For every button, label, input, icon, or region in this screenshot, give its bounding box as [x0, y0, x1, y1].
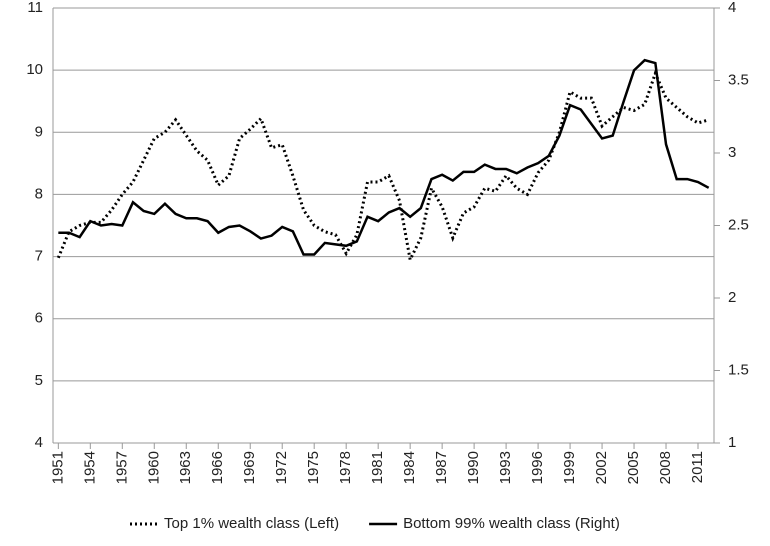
x-tick-label: 2002 [593, 451, 610, 484]
y-tick-label: 8 [35, 185, 43, 202]
y2-tick-label: 1.5 [728, 361, 749, 378]
legend-label: Bottom 99% wealth class (Right) [403, 515, 620, 532]
y-tick-label: 11 [27, 0, 43, 16]
x-tick-label: 1963 [177, 451, 194, 484]
y2-tick-label: 2 [728, 289, 736, 306]
y-tick-label: 4 [35, 434, 43, 451]
x-tick-label: 2011 [689, 451, 706, 483]
y-tick-label: 9 [35, 123, 43, 140]
y2-tick-label: 3.5 [728, 71, 749, 88]
y2-tick-label: 4 [728, 0, 736, 16]
x-tick-label: 1954 [81, 451, 98, 484]
x-tick-label: 1969 [241, 451, 258, 484]
x-tick-label: 1990 [465, 451, 482, 484]
x-tick-label: 1960 [145, 451, 162, 484]
x-tick-label: 2008 [657, 451, 674, 484]
x-tick-label: 1984 [401, 451, 418, 484]
y2-tick-label: 1 [728, 434, 736, 451]
x-tick-label: 1975 [305, 451, 322, 484]
x-tick-label: 1966 [209, 451, 226, 484]
x-tick-label: 1972 [273, 451, 290, 484]
y2-tick-label: 2.5 [728, 216, 749, 233]
x-tick-label: 1993 [497, 451, 514, 484]
x-tick-label: 1987 [433, 451, 450, 484]
y-tick-label: 6 [35, 310, 43, 327]
x-tick-label: 1951 [49, 451, 66, 484]
x-tick-label: 1996 [529, 451, 546, 484]
series-line [58, 58, 710, 256]
legend-label: Top 1% wealth class (Left) [164, 515, 339, 532]
y2-tick-label: 3 [728, 144, 736, 161]
y-tick-label: 5 [35, 372, 43, 389]
x-tick-label: 1957 [113, 451, 130, 484]
y-tick-label: 7 [35, 248, 43, 265]
x-tick-label: 2005 [625, 451, 642, 484]
y-tick-label: 10 [26, 61, 43, 78]
series-line [56, 69, 710, 265]
x-tick-label: 1999 [561, 451, 578, 484]
x-tick-label: 1981 [369, 451, 386, 484]
x-tick-label: 1978 [337, 451, 354, 484]
